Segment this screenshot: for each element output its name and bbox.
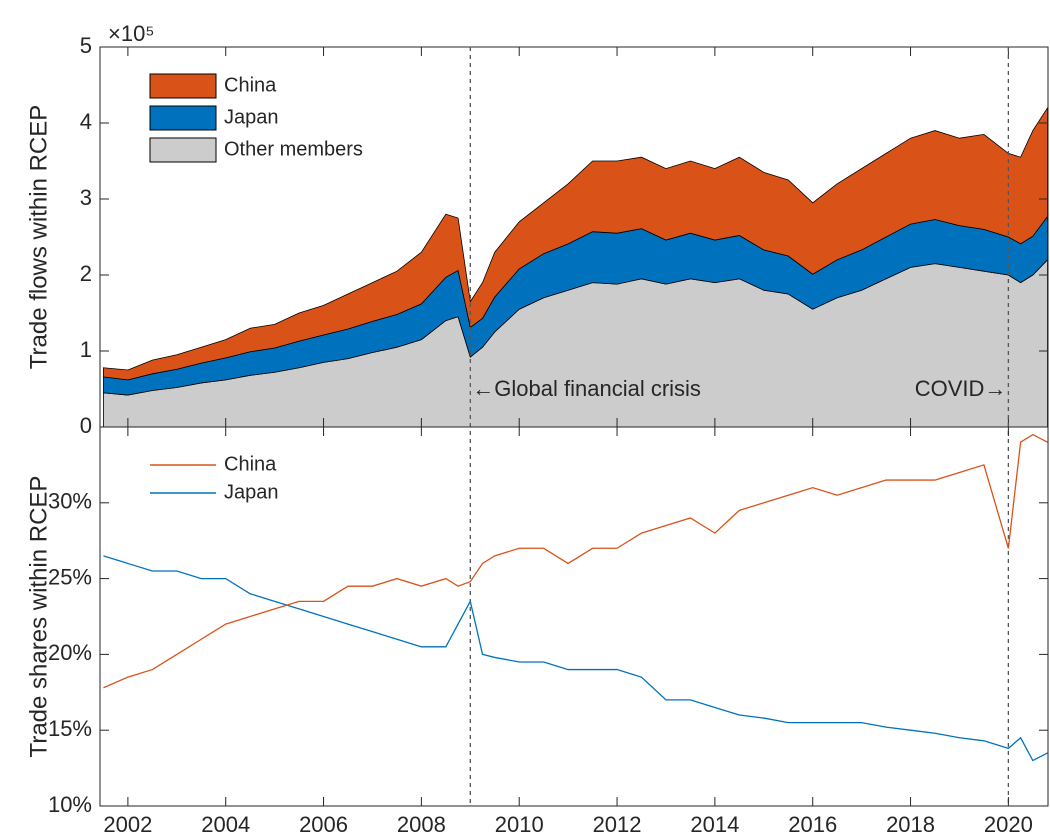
y-axis-label: Trade shares within RCEP bbox=[25, 476, 52, 758]
x-tick-label: 2016 bbox=[788, 812, 837, 837]
x-tick-label: 2006 bbox=[299, 812, 348, 837]
y-tick-label: 5 bbox=[80, 33, 92, 58]
x-tick-label: 2014 bbox=[690, 812, 739, 837]
x-tick-label: 2020 bbox=[984, 812, 1033, 837]
y-tick-label: 4 bbox=[80, 109, 92, 134]
legend-label: Japan bbox=[224, 106, 279, 128]
x-tick-label: 2010 bbox=[495, 812, 544, 837]
y-tick-label: 3 bbox=[80, 185, 92, 210]
legend-label: China bbox=[224, 74, 277, 96]
y-tick-label: 1 bbox=[80, 337, 92, 362]
x-tick-label: 2004 bbox=[201, 812, 250, 837]
legend-swatch bbox=[149, 105, 217, 131]
panel: 10% 15% 20% 25% 30% 2002 2004 2006 2008 2010 2012 2… bbox=[25, 426, 1049, 837]
legend-swatch bbox=[149, 73, 217, 99]
y-exponent: ×10⁵ bbox=[108, 21, 154, 46]
y-tick-label: 25% bbox=[48, 564, 92, 589]
legend-label: Japan bbox=[224, 481, 279, 503]
y-tick-label: 10% bbox=[48, 792, 92, 817]
y-tick-label: 20% bbox=[48, 640, 92, 665]
annotation: ←Global financial crisis bbox=[472, 376, 701, 401]
x-tick-label: 2008 bbox=[397, 812, 446, 837]
axes-box bbox=[99, 426, 1049, 807]
y-tick-label: 30% bbox=[48, 489, 92, 514]
legend-label: China bbox=[224, 453, 277, 475]
annotation: COVID→ bbox=[915, 376, 1007, 401]
line-series bbox=[103, 555, 1048, 762]
panel: 0 1 2 3 4 5 Trade flows within RCEP ×10⁵ China Ja… bbox=[25, 21, 1049, 438]
x-tick-label: 2002 bbox=[103, 812, 152, 837]
line-series bbox=[103, 433, 1048, 689]
x-tick-label: 2018 bbox=[886, 812, 935, 837]
y-tick-label: 2 bbox=[80, 261, 92, 286]
legend-swatch bbox=[149, 137, 217, 163]
y-axis-label: Trade flows within RCEP bbox=[25, 105, 52, 370]
legend-label: Other members bbox=[224, 138, 363, 160]
y-tick-label: 15% bbox=[48, 716, 92, 741]
x-tick-label: 2012 bbox=[593, 812, 642, 837]
y-tick-label: 0 bbox=[80, 413, 92, 438]
